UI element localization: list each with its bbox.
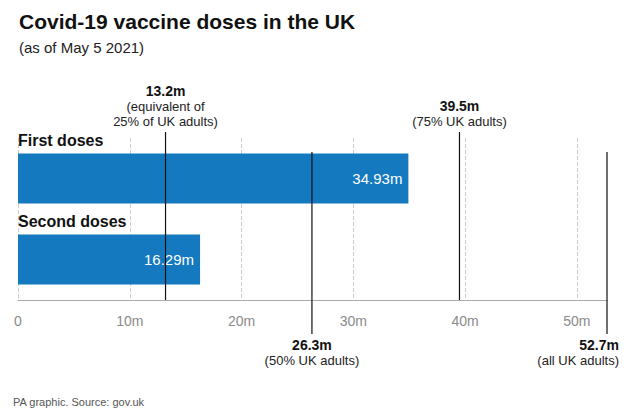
svg-text:26.3m: 26.3m <box>292 337 332 353</box>
svg-text:First doses: First doses <box>18 132 103 149</box>
svg-text:16.29m: 16.29m <box>144 251 194 268</box>
svg-text:30m: 30m <box>340 313 367 329</box>
svg-text:10m: 10m <box>116 313 143 329</box>
svg-text:40m: 40m <box>451 313 478 329</box>
svg-text:(as of May 5 2021): (as of May 5 2021) <box>19 39 144 56</box>
svg-text:(equivalent of: (equivalent of <box>126 99 204 114</box>
svg-text:PA graphic. Source: gov.uk: PA graphic. Source: gov.uk <box>13 396 145 408</box>
svg-text:34.93m: 34.93m <box>352 170 402 187</box>
svg-text:Second doses: Second doses <box>18 213 127 230</box>
svg-text:39.5m: 39.5m <box>440 98 480 114</box>
svg-text:(all UK adults): (all UK adults) <box>537 353 619 368</box>
svg-text:0: 0 <box>14 313 22 329</box>
svg-text:25% of UK adults): 25% of UK adults) <box>113 114 218 129</box>
svg-text:20m: 20m <box>228 313 255 329</box>
svg-text:(50% UK adults): (50% UK adults) <box>265 353 360 368</box>
svg-text:(75% UK adults): (75% UK adults) <box>412 114 507 129</box>
svg-text:50m: 50m <box>563 313 590 329</box>
svg-text:52.7m: 52.7m <box>579 337 619 353</box>
svg-text:Covid-19 vaccine doses in the: Covid-19 vaccine doses in the UK <box>19 10 355 33</box>
svg-text:13.2m: 13.2m <box>146 83 186 99</box>
